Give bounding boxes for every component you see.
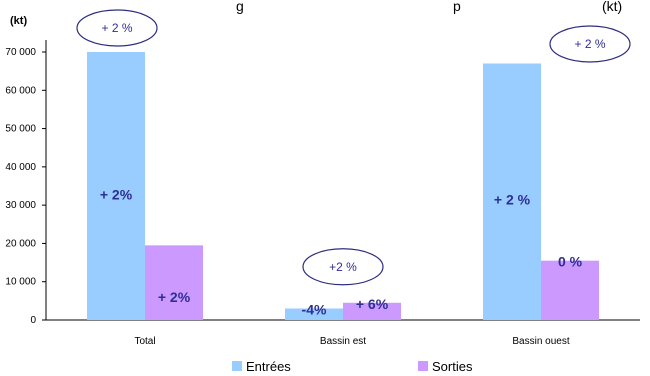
annotation-label: + 2 % [101,21,132,35]
category-label: Total [134,336,155,347]
y-tick-label: 50 000 [5,124,36,135]
chart-title-fragments: g p (kt) [236,0,622,14]
bar-data-label: + 2% [100,186,133,202]
y-tick-label: 30 000 [5,200,36,211]
annotation-label: +2 % [329,260,357,274]
title-fragment: g [236,0,244,14]
category-label: Bassin ouest [512,336,569,347]
bars [87,52,599,320]
bar [343,302,401,320]
y-tick-label: 10 000 [5,277,36,288]
legend-label: Sorties [432,359,473,374]
bar [541,260,599,320]
y-axis-unit: (kt) [10,15,27,27]
legend-swatch [418,361,428,371]
annotation-oval [76,9,158,47]
annotation-oval [549,25,631,63]
y-tick-label: 20 000 [5,238,36,249]
y-tick-label: 40 000 [5,162,36,173]
legend-swatch [232,361,242,371]
category-labels: Total Bassin est Bassin ouest [134,336,569,347]
bar-labels: + 2% + 2% -4% + 6% + 2 % 0 % [100,186,583,317]
bar-data-label: + 2% [158,289,191,305]
y-ticks: 0 10 000 20 000 30 000 40 000 50 000 60 000 70 … [5,47,46,326]
y-tick-label: 60 000 [5,85,36,96]
bar [285,308,343,320]
category-label: Bassin est [320,336,366,347]
legend-label: Entrées [246,359,291,374]
group-annotations: + 2 % +2 % + 2 % [76,9,631,286]
bar-data-label: -4% [302,302,327,318]
annotation-oval [302,248,384,286]
bar-data-label: 0 % [558,254,583,270]
bar-data-label: + 6% [356,296,389,312]
bar [145,245,203,320]
annotation-label: + 2 % [574,37,605,51]
title-fragment: (kt) [602,0,622,14]
title-fragment: p [453,0,461,14]
bar-data-label: + 2 % [494,192,531,208]
y-tick-label: 0 [30,315,36,326]
bar [87,52,145,320]
y-tick-label: 70 000 [5,47,36,58]
bar [483,63,541,320]
legend: Entrées Sorties [232,359,473,374]
